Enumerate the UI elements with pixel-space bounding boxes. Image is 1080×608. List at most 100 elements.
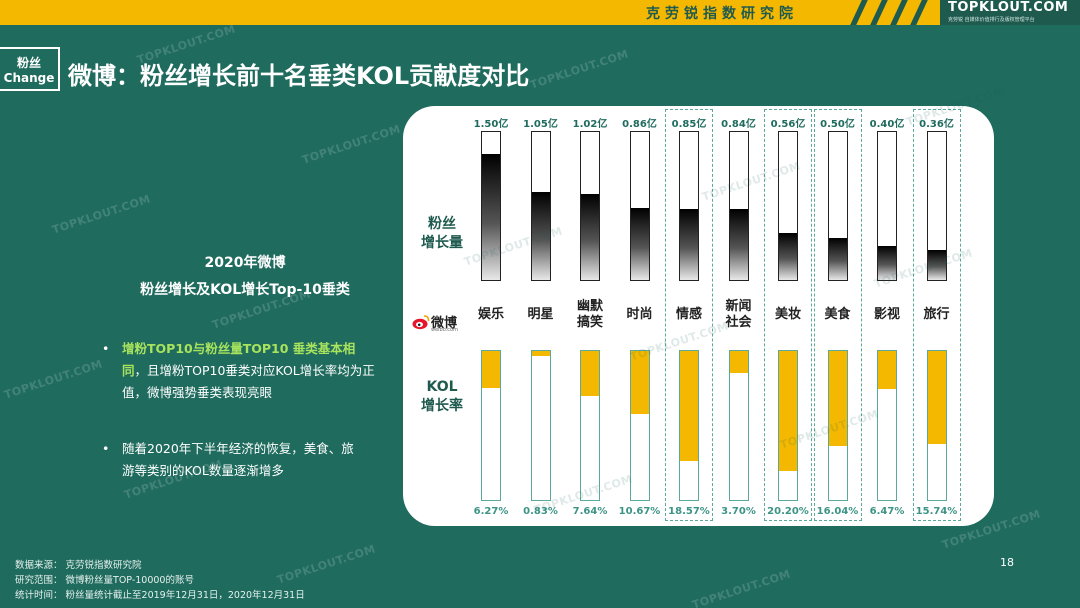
kol-value-label: 15.74%	[915, 506, 958, 517]
fans-label-line1: 粉丝	[428, 216, 456, 232]
fans-bar-fill	[581, 194, 599, 280]
stripe-decoration	[910, 0, 928, 25]
kol-bar	[926, 350, 947, 501]
kol-bar-fill	[680, 351, 698, 461]
kol-bar-fill	[828, 351, 847, 446]
kol-bar-fill	[878, 351, 896, 389]
highlight-frame	[912, 109, 961, 521]
top-bar: 克劳锐指数研究院	[0, 0, 1080, 25]
watermark: TOPKLOUT.COM	[275, 542, 378, 587]
footer-scope: 研究范围： 微博粉丝量TOP-10000的账号	[15, 575, 194, 586]
fans-value-label: 0.40亿	[869, 119, 905, 130]
kol-bar	[877, 350, 897, 501]
highlight-frame	[813, 109, 862, 521]
fans-bar-fill	[531, 192, 550, 280]
fans-value-label: 0.84亿	[721, 119, 756, 130]
fans-bar-fill	[680, 209, 698, 280]
stripe-decoration	[870, 0, 888, 25]
kol-value-label: 7.64%	[572, 506, 608, 517]
section-tag-line2: Change	[3, 71, 55, 85]
weibo-text: 微博	[431, 316, 458, 331]
section-tag: 粉丝 Change	[0, 47, 60, 91]
fans-value-label: 0.85亿	[671, 119, 707, 130]
category-label: 影视	[873, 307, 900, 322]
page-number: 18	[1000, 556, 1014, 569]
kol-bar	[679, 350, 699, 501]
footer-source: 数据来源： 克劳锐指数研究院	[15, 560, 142, 571]
watermark: TOPKLOUT.COM	[2, 357, 105, 402]
fans-bar	[926, 131, 947, 281]
fans-bar	[877, 131, 897, 281]
kol-label-line1: KOL	[426, 379, 458, 395]
footer-period: 统计时间： 粉丝量统计截止至2019年12月31日，2020年12月31日	[15, 590, 305, 601]
highlight-frame	[665, 109, 713, 521]
fans-bar	[778, 131, 798, 281]
bullet-1-text: ，且增粉TOP10垂类对应KOL增长率均为正值，微博强势垂类表现亮眼	[122, 363, 375, 400]
category-label: 明星	[527, 307, 554, 322]
kol-bar-fill	[927, 351, 946, 444]
kol-bar	[481, 350, 501, 501]
kol-label-line2: 增长率	[421, 398, 463, 414]
watermark: TOPKLOUT.COM	[300, 122, 403, 167]
watermark: TOPKLOUT.COM	[528, 47, 631, 92]
chart-subtitle: 2020年微博 粉丝增长及KOL增长Top-10垂类	[80, 250, 410, 304]
category-label: 情感	[675, 307, 702, 322]
kol-bar-fill	[531, 351, 550, 356]
kol-value-label: 6.47%	[869, 506, 905, 517]
kol-value-label: 20.20%	[767, 506, 809, 517]
kol-bar-fill	[482, 351, 500, 388]
watermark: TOPKLOUT.COM	[690, 567, 793, 608]
kol-value-label: 0.83%	[523, 506, 558, 517]
page-title: 微博：粉丝增长前十名垂类KOL贡献度对比	[68, 62, 530, 90]
kol-bar	[827, 350, 848, 501]
subtitle-line2: 粉丝增长及KOL增长Top-10垂类	[140, 282, 350, 298]
kol-bar-fill	[581, 351, 599, 396]
kol-bar	[629, 350, 650, 501]
fans-bar-fill	[779, 233, 797, 280]
fans-bar	[679, 131, 699, 281]
category-label: 美食	[824, 307, 851, 322]
section-tag-line1: 粉丝	[16, 56, 41, 70]
category-label: 娱乐	[477, 307, 504, 322]
category-label: 幽默 搞笑	[576, 299, 603, 330]
fans-bar-fill	[927, 250, 946, 280]
fans-bar	[827, 131, 848, 281]
stripe-decoration	[850, 0, 868, 25]
fans-bar-fill	[482, 154, 500, 280]
kol-bar-fill	[630, 351, 649, 414]
bullet-1: 增粉TOP10与粉丝量TOP10 垂类基本相同，且增粉TOP10垂类对应KOL增…	[102, 338, 380, 404]
fans-value-label: 1.50亿	[473, 119, 509, 130]
fans-axis-label: 粉丝 增长量	[412, 215, 472, 253]
institute-name: 克劳锐指数研究院	[646, 6, 798, 22]
fans-bar	[481, 131, 501, 281]
fans-value-label: 0.50亿	[820, 119, 855, 130]
kol-axis-label: KOL 增长率	[412, 378, 472, 416]
kol-value-label: 18.57%	[668, 506, 710, 517]
subtitle-line1: 2020年微博	[204, 255, 286, 271]
fans-bar	[530, 131, 551, 281]
kol-value-label: 10.67%	[618, 506, 661, 517]
kol-bar	[580, 350, 600, 501]
fans-bar	[629, 131, 650, 281]
fans-value-label: 1.05亿	[523, 119, 558, 130]
category-label: 新闻 社会	[725, 299, 752, 330]
category-label: 时尚	[626, 307, 653, 322]
kol-value-label: 3.70%	[721, 506, 756, 517]
fans-label-line2: 增长量	[421, 235, 463, 251]
bullet-2: 随着2020年下半年经济的恢复，美食、旅游等类别的KOL数量逐渐增多	[102, 438, 358, 482]
stripe-decoration	[890, 0, 908, 25]
weibo-icon	[412, 315, 430, 330]
fans-value-label: 0.56亿	[770, 119, 806, 130]
fans-bar	[580, 131, 600, 281]
category-label: 美妆	[774, 307, 801, 322]
fans-value-label: 0.36亿	[919, 119, 954, 130]
fans-bar-fill	[828, 238, 847, 280]
kol-value-label: 16.04%	[816, 506, 859, 517]
kol-bar-fill	[779, 351, 797, 471]
kol-bar	[778, 350, 798, 501]
bullet-1-highlight: 增粉TOP10与粉丝量TOP10 垂类基本相同	[122, 341, 356, 378]
kol-bar-fill	[729, 351, 748, 373]
kol-bar	[728, 350, 749, 501]
brand-logo: TOPKLOUT.COM 克劳锐 自媒体价值排行及版权管理平台	[940, 0, 1080, 25]
logo-subtext: 克劳锐 自媒体价值排行及版权管理平台	[948, 17, 1035, 23]
